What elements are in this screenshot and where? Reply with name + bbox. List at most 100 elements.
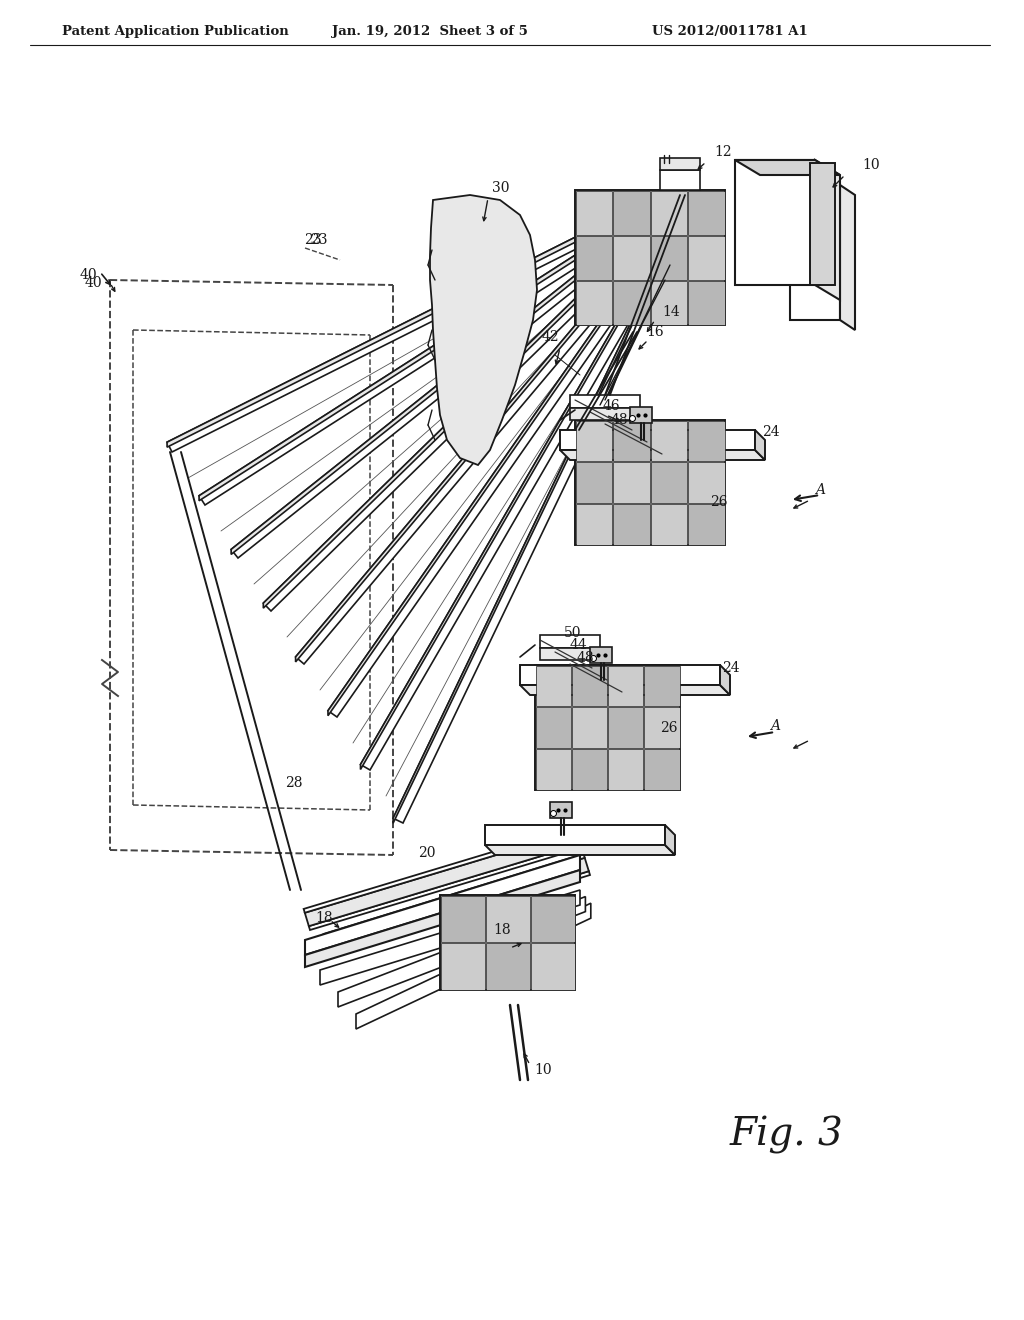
Polygon shape xyxy=(393,273,654,824)
Polygon shape xyxy=(263,238,637,609)
Bar xyxy=(536,708,570,748)
Polygon shape xyxy=(305,855,580,954)
Text: 46: 46 xyxy=(603,399,621,413)
Polygon shape xyxy=(755,430,765,459)
Polygon shape xyxy=(540,648,600,660)
Polygon shape xyxy=(485,825,665,845)
Bar xyxy=(644,708,680,748)
Text: 50: 50 xyxy=(564,626,582,640)
Text: 16: 16 xyxy=(646,325,664,339)
Bar xyxy=(688,190,725,235)
Polygon shape xyxy=(485,845,675,855)
Bar xyxy=(650,421,687,461)
Bar xyxy=(650,235,687,280)
Polygon shape xyxy=(356,903,591,1030)
Polygon shape xyxy=(296,247,650,664)
Bar xyxy=(613,190,649,235)
Polygon shape xyxy=(309,846,575,931)
Polygon shape xyxy=(328,256,654,717)
Text: 20: 20 xyxy=(418,846,435,861)
Bar xyxy=(485,942,529,990)
Polygon shape xyxy=(810,162,835,285)
Polygon shape xyxy=(590,647,612,663)
Bar xyxy=(650,190,687,235)
Polygon shape xyxy=(393,273,665,822)
Polygon shape xyxy=(167,213,630,451)
Bar xyxy=(608,748,643,789)
Bar xyxy=(575,421,612,461)
Bar xyxy=(613,504,649,544)
Bar xyxy=(608,708,643,748)
Polygon shape xyxy=(319,890,580,985)
Polygon shape xyxy=(338,896,586,1007)
Bar xyxy=(571,665,607,706)
Bar xyxy=(575,281,612,325)
Bar xyxy=(485,895,529,942)
Bar xyxy=(575,190,612,235)
Polygon shape xyxy=(304,829,569,912)
Bar xyxy=(575,504,612,544)
Text: 18: 18 xyxy=(493,923,511,937)
Bar xyxy=(688,281,725,325)
Polygon shape xyxy=(430,195,537,465)
Polygon shape xyxy=(735,160,815,285)
Polygon shape xyxy=(540,635,600,648)
Polygon shape xyxy=(720,665,730,696)
Text: 18: 18 xyxy=(315,911,333,925)
Polygon shape xyxy=(660,158,700,170)
Text: US 2012/0011781 A1: US 2012/0011781 A1 xyxy=(652,25,808,38)
Bar xyxy=(613,235,649,280)
Bar xyxy=(571,708,607,748)
Polygon shape xyxy=(296,247,641,661)
Polygon shape xyxy=(231,230,640,558)
Polygon shape xyxy=(665,825,675,855)
Bar xyxy=(440,942,484,990)
Text: 42: 42 xyxy=(542,330,560,345)
Bar xyxy=(613,421,649,461)
Text: 26: 26 xyxy=(660,721,678,735)
Bar xyxy=(530,895,574,942)
Bar xyxy=(650,462,687,503)
Text: 48: 48 xyxy=(611,413,629,426)
Text: 24: 24 xyxy=(762,425,779,440)
Bar xyxy=(575,462,612,503)
Polygon shape xyxy=(328,256,646,715)
Polygon shape xyxy=(520,665,720,685)
Bar xyxy=(536,665,570,706)
Text: 28: 28 xyxy=(285,776,302,789)
Text: A: A xyxy=(815,483,825,498)
Polygon shape xyxy=(840,185,855,330)
Polygon shape xyxy=(735,160,840,176)
Text: A: A xyxy=(770,719,780,733)
Text: Jan. 19, 2012  Sheet 3 of 5: Jan. 19, 2012 Sheet 3 of 5 xyxy=(332,25,528,38)
Polygon shape xyxy=(231,230,633,554)
Polygon shape xyxy=(263,238,645,611)
Text: Fig. 3: Fig. 3 xyxy=(730,1115,844,1154)
Bar xyxy=(688,235,725,280)
Text: 10: 10 xyxy=(534,1063,552,1077)
Polygon shape xyxy=(550,803,572,818)
Bar xyxy=(688,421,725,461)
Bar xyxy=(613,462,649,503)
Bar xyxy=(613,281,649,325)
Polygon shape xyxy=(815,160,840,300)
Polygon shape xyxy=(575,420,725,545)
Bar xyxy=(688,462,725,503)
Polygon shape xyxy=(199,220,635,506)
Bar xyxy=(536,748,570,789)
Polygon shape xyxy=(440,895,575,990)
Text: 40: 40 xyxy=(85,276,102,290)
Bar xyxy=(440,895,484,942)
Polygon shape xyxy=(360,264,650,770)
Bar xyxy=(608,665,643,706)
Text: Patent Application Publication: Patent Application Publication xyxy=(61,25,289,38)
Polygon shape xyxy=(560,450,765,459)
Polygon shape xyxy=(520,685,730,696)
Text: 10: 10 xyxy=(862,158,880,172)
Polygon shape xyxy=(305,833,573,927)
Bar xyxy=(644,748,680,789)
Bar xyxy=(650,281,687,325)
Polygon shape xyxy=(630,407,652,422)
Text: 23: 23 xyxy=(304,234,322,247)
Polygon shape xyxy=(360,264,659,770)
